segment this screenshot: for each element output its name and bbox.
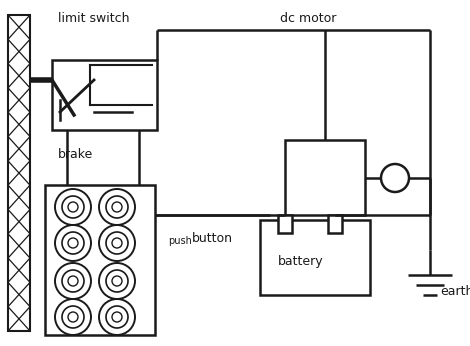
Bar <box>328 215 342 233</box>
Circle shape <box>68 312 78 322</box>
Bar <box>278 215 292 233</box>
Circle shape <box>62 306 84 328</box>
Circle shape <box>106 270 128 292</box>
Circle shape <box>99 189 135 225</box>
Bar <box>45 185 155 335</box>
Text: button: button <box>192 232 233 245</box>
Text: dc motor: dc motor <box>280 12 337 25</box>
Circle shape <box>112 202 122 212</box>
Circle shape <box>106 306 128 328</box>
Bar <box>285 140 365 215</box>
Circle shape <box>112 312 122 322</box>
Circle shape <box>68 202 78 212</box>
Text: battery: battery <box>278 255 324 268</box>
Circle shape <box>106 232 128 254</box>
Text: earth: earth <box>440 285 470 298</box>
Circle shape <box>381 164 409 192</box>
Text: limit switch: limit switch <box>58 12 130 25</box>
Bar <box>8 15 30 331</box>
Circle shape <box>106 196 128 218</box>
Bar <box>52 60 157 130</box>
Circle shape <box>99 299 135 335</box>
Circle shape <box>55 299 91 335</box>
Circle shape <box>99 225 135 261</box>
Circle shape <box>62 196 84 218</box>
Circle shape <box>55 189 91 225</box>
Circle shape <box>62 232 84 254</box>
Text: brake: brake <box>58 148 93 161</box>
Circle shape <box>99 263 135 299</box>
Text: push: push <box>168 236 192 246</box>
Circle shape <box>68 238 78 248</box>
Circle shape <box>68 276 78 286</box>
Bar <box>260 220 370 295</box>
Circle shape <box>55 263 91 299</box>
Circle shape <box>62 270 84 292</box>
Circle shape <box>55 225 91 261</box>
Circle shape <box>112 276 122 286</box>
Circle shape <box>112 238 122 248</box>
